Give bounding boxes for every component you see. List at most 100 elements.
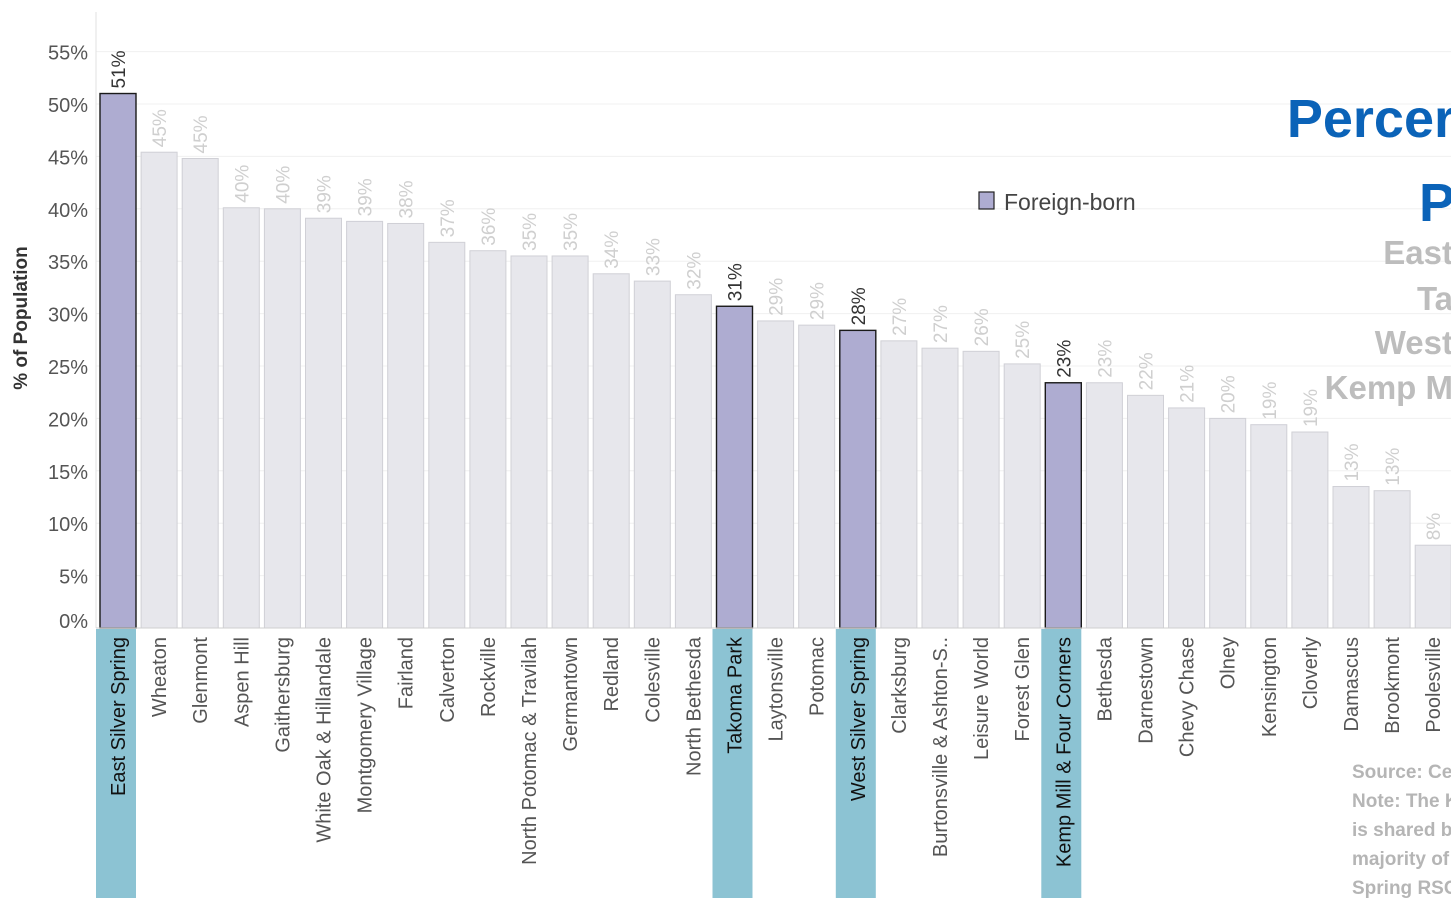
note-line-1: Note: The K: [1352, 791, 1451, 812]
y-tick-label: 5%: [59, 567, 88, 589]
x-tick-label: Brookmont: [1382, 637, 1404, 734]
legend-swatch: [978, 191, 995, 210]
data-label: 25%: [1013, 321, 1034, 359]
bar: [962, 350, 1000, 629]
bar: [1085, 382, 1123, 629]
bar: [305, 217, 342, 629]
chart-title-line-1: Percer: [1286, 89, 1451, 149]
x-tick-label: Redland: [601, 637, 623, 712]
x-tick-label: Damascus: [1341, 637, 1363, 731]
data-label: 27%: [890, 298, 911, 336]
bar: [263, 208, 301, 629]
y-axis-label: % of Population: [11, 246, 32, 390]
data-label: 40%: [273, 166, 294, 204]
x-tick-label: Aspen Hill: [231, 637, 253, 727]
data-label: 19%: [1260, 382, 1281, 420]
x-tick-label: Germantown: [560, 637, 582, 752]
note-line-4: Spring RSC: [1352, 878, 1451, 898]
y-tick-label: 10%: [48, 514, 88, 536]
x-tick-label: Gaithersburg: [272, 637, 294, 753]
y-tick-label: 50%: [48, 95, 88, 117]
bar: [757, 320, 795, 629]
bar: [880, 340, 918, 629]
x-tick-label: Potomac: [807, 637, 829, 716]
x-tick-label: Rockville: [478, 637, 500, 717]
legend-label: Foreign-born: [1004, 189, 1136, 215]
x-tick-label: Takoma Park: [725, 636, 747, 754]
data-label: 36%: [479, 208, 500, 246]
data-label: 40%: [232, 165, 253, 203]
bar: [222, 207, 260, 629]
data-label: 38%: [397, 180, 418, 218]
data-label: 23%: [1095, 340, 1116, 378]
data-label: 13%: [1342, 443, 1363, 481]
bar: [921, 347, 959, 629]
bar: [551, 255, 589, 629]
x-tick-label: North Potomac & Travilah: [519, 637, 541, 865]
x-tick-label: Poolesville: [1423, 637, 1445, 733]
x-tick-label: Darnestown: [1136, 637, 1158, 744]
x-tick-label: Leisure World: [971, 637, 993, 760]
y-tick-label: 35%: [48, 252, 88, 274]
category-highlight-band: [1041, 629, 1082, 898]
x-tick-label: Laytonsville: [766, 637, 788, 742]
subtitle-east: East: [1383, 234, 1451, 271]
bar: [1003, 363, 1041, 629]
data-label: 32%: [684, 252, 705, 290]
source-notes: Source: Cer Note: The K is shared be maj…: [1352, 758, 1451, 898]
bar: [1332, 486, 1370, 629]
y-tick-label: 40%: [48, 200, 88, 222]
data-label: 39%: [315, 175, 336, 213]
bar: [592, 273, 630, 629]
title-block: Percer P East Ta West Kemp M: [1271, 88, 1451, 408]
data-label: 27%: [931, 305, 952, 343]
note-line-2: is shared be: [1352, 820, 1451, 841]
bar: [1044, 382, 1083, 629]
subtitle-west: West: [1374, 324, 1451, 361]
note-line-3: majority of t: [1352, 849, 1451, 870]
data-label: 34%: [602, 231, 623, 269]
source-line: Source: Cer: [1352, 762, 1451, 783]
category-highlight-band: [712, 629, 753, 898]
y-tick-label: 55%: [48, 43, 88, 65]
x-tick-label: Clarksburg: [889, 637, 911, 734]
data-label: 29%: [767, 278, 788, 316]
data-label: 45%: [191, 115, 212, 153]
x-tick-label: Olney: [1218, 637, 1240, 689]
subtitle-takoma: Ta: [1416, 280, 1451, 317]
data-label: 31%: [726, 263, 747, 301]
x-tick-label: East Silver Spring: [108, 637, 130, 796]
x-tick-label: Kensington: [1259, 637, 1281, 737]
category-highlight-band: [835, 629, 876, 898]
data-label: 13%: [1383, 448, 1404, 486]
bar: [1291, 431, 1329, 629]
data-label: 20%: [1219, 375, 1240, 413]
data-label: 21%: [1178, 365, 1199, 403]
y-tick-label: 30%: [48, 305, 88, 327]
x-tick-label: Fairland: [396, 637, 418, 709]
y-tick-label: 45%: [48, 147, 88, 169]
y-tick-label: 20%: [48, 409, 88, 431]
x-tick-label: White Oak & Hillandale: [314, 637, 336, 843]
y-tick-label: 0%: [59, 611, 88, 633]
y-tick-label: 25%: [48, 357, 88, 379]
bar: [346, 220, 384, 629]
data-label: 45%: [150, 109, 171, 147]
data-label: 33%: [643, 238, 664, 276]
bar: [1127, 394, 1164, 629]
bar: [510, 255, 548, 629]
x-tick-label: Burtonsville & Ashton-S..: [930, 637, 952, 857]
x-tick-label: Montgomery Village: [355, 637, 377, 813]
data-label: 28%: [849, 287, 870, 325]
category-highlight-band: [96, 629, 136, 898]
bar: [99, 92, 137, 629]
y-tick-label: 15%: [48, 462, 88, 484]
x-tick-label: West Silver Spring: [848, 637, 870, 801]
x-tick-label: Wheaton: [149, 637, 171, 717]
x-tick-label: Calverton: [437, 637, 459, 723]
bar: [1414, 544, 1451, 629]
bar: [715, 305, 754, 629]
data-label: 51%: [109, 50, 130, 88]
data-label: 22%: [1137, 352, 1158, 390]
